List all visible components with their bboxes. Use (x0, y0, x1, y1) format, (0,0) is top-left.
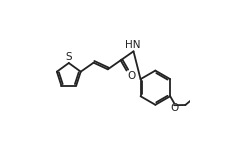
Text: S: S (65, 52, 72, 62)
Text: O: O (170, 104, 178, 113)
Text: O: O (127, 71, 135, 81)
Text: HN: HN (125, 40, 141, 50)
